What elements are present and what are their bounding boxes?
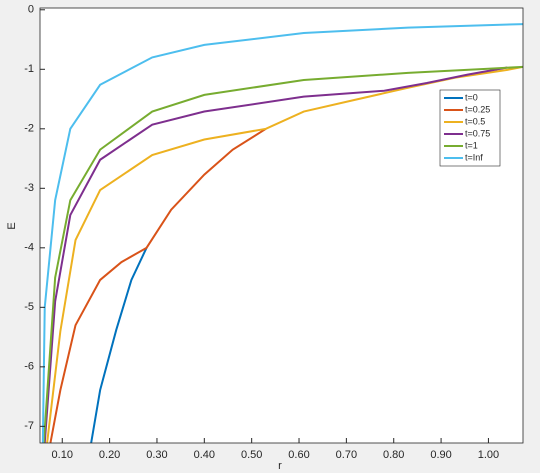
series-line (42, 65, 523, 443)
series-line (41, 23, 523, 443)
plot-area (40, 8, 523, 443)
x-tick-label: 0.20 (99, 449, 120, 461)
x-tick-label: 0.60 (288, 449, 309, 461)
y-tick-label: -5 (24, 301, 34, 313)
y-tick-label: -6 (24, 361, 34, 373)
axes-box (39, 7, 524, 444)
x-axis-label: r (278, 460, 282, 472)
legend-label: t=Inf (465, 152, 483, 162)
x-tick-label: 0.70 (336, 449, 357, 461)
y-tick-label: -2 (24, 123, 34, 135)
y-tick-label: 0 (28, 4, 34, 16)
y-axis-label: E (6, 222, 18, 229)
x-tick-label: 0.90 (430, 449, 451, 461)
x-tick-label: 0.80 (383, 449, 404, 461)
series-line (43, 66, 508, 443)
y-tick-label: -7 (24, 420, 34, 432)
x-tick-label: 0.30 (146, 449, 167, 461)
y-tick-label: -1 (24, 63, 34, 75)
legend-box (439, 89, 501, 167)
legend-label: t=0.75 (465, 128, 490, 138)
y-tick-label: -4 (24, 242, 34, 254)
y-tick-label: -3 (24, 182, 34, 194)
legend-label: t=0.25 (465, 104, 490, 114)
legend-label: t=0 (465, 92, 478, 102)
legend-label: t=1 (465, 140, 478, 150)
x-tick-label: 0.50 (241, 449, 262, 461)
legend: t=0 t=0.25 t=0.5 t=0.75 t=1 t=Inf (439, 89, 501, 167)
x-tick-label: 0.10 (52, 449, 73, 461)
legend-label: t=0.5 (465, 116, 485, 126)
series-line (90, 247, 148, 443)
series-line (49, 127, 267, 443)
x-tick-label: 1.00 (478, 449, 499, 461)
x-tick-label: 0.40 (194, 449, 215, 461)
